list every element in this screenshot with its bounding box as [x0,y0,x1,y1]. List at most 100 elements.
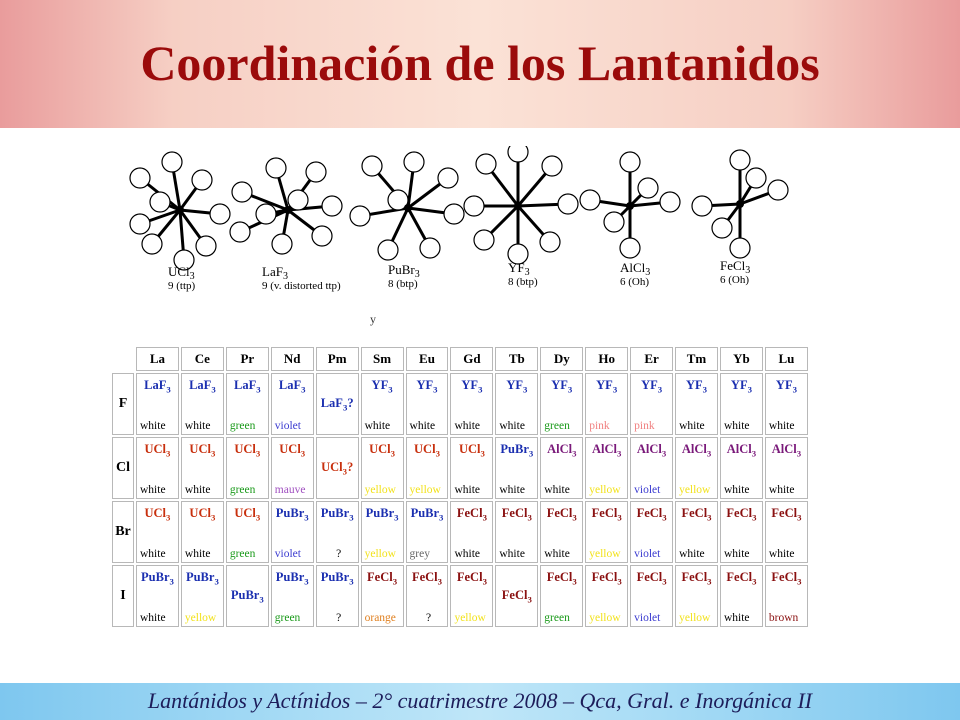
compound-colour: white [140,548,166,560]
metal-atom [514,202,522,210]
table-cell: YF3 green [540,373,584,435]
structure-type: YF3 [506,378,528,395]
footer-bar: Lantánidos y Actínidos – 2° cuatrimestre… [0,683,960,720]
table-cell: YF3 white [495,373,539,435]
table-cell: AlCl3 yellow [675,437,718,499]
ligand-atom [767,179,789,201]
table-cell: FeCl3 violet [630,501,674,563]
table-cell: UCl3 white [180,437,224,499]
compound-colour: violet [634,548,661,560]
metal-atom [176,206,184,214]
compound-colour: violet [634,484,661,496]
ligand-atom [271,233,293,255]
compound-colour: green [544,420,570,432]
ligand-atom [129,167,151,189]
ligand-atom [539,231,561,253]
structure-type: FeCl3 [501,588,532,605]
compound-colour: white [723,484,750,496]
structure-type: AlCl3 [547,442,577,459]
table-cell: YF3 pink [585,373,629,435]
halide-label: I [112,565,134,627]
ligand-atom [191,169,213,191]
table-cell: UCl3 yellow [360,437,404,499]
structure-formula: PuBr3 [388,262,420,280]
structure-type: YF3 [686,378,708,395]
structure-type: AlCl3 [636,442,667,459]
table-cell: FeCl3 white [540,501,584,563]
compound-colour: white [679,548,705,560]
structure-formula: FeCl3 [720,258,750,276]
compound-colour: white [184,548,211,560]
ligand-atom [691,195,713,217]
ligand-atom [149,191,171,213]
structure-type: UCl3 [189,442,216,459]
table-header-row: La Ce Pr Nd Pm Sm Eu Gd Tb Dy Ho Er Tm Yb Lu [112,347,808,371]
ligand-atom [361,155,383,177]
ligand-atom [195,235,217,257]
compound-colour: white [454,420,481,432]
table-cell: LaF3 violet [270,373,314,435]
compound-colour: white [768,548,795,560]
table-cell: FeCl3 yellow [585,565,629,627]
table-cell: UCl3 white [136,501,179,563]
ligand-atom [349,205,371,227]
structure-type: UCl3 [144,506,171,523]
structure-type: FeCl3 [591,570,622,587]
compound-colour: white [140,420,166,432]
compound-colour: white [140,612,166,624]
structure-coordination: 8 (btp) [388,278,418,290]
metal-atom [404,204,412,212]
table-cell: FeCl3 green [540,565,584,627]
compound-colour: yellow [409,484,441,496]
compound-colour: white [364,420,391,432]
compound-colour: yellow [679,612,711,624]
table-cell: YF3 white [719,373,763,435]
structure-coordination: 6 (Oh) [720,274,749,286]
structure-type: YF3 [596,378,618,395]
halide-label: F [112,373,134,435]
table-cell: PuBr3 white [136,565,179,627]
structure-type: YF3 [416,378,438,395]
structure-type: UCl3 [414,442,440,459]
ligand-atom [507,146,529,163]
ligand-atom [711,217,733,239]
ligand-atom [129,213,151,235]
ligand-atom [265,157,287,179]
table-cell: FeCl3 brown [764,565,808,627]
ligand-atom [377,239,399,261]
structure-type: PuBr3 [500,442,534,459]
ligand-atom [229,221,251,243]
ligand-atom [209,203,231,225]
table-cell: YF3 pink [630,373,674,435]
compound-colour: white [768,420,795,432]
ligand-atom [557,193,579,215]
ligand-atom [579,189,601,211]
structure-type: UCl3 [189,506,216,523]
structure-formula: UCl3 [168,264,195,282]
structure-type: PuBr3 [275,506,309,523]
structure-type: LaF3 [189,378,216,395]
ligand-atom [619,151,641,173]
compound-colour: yellow [589,548,621,560]
halide-label: Br [112,501,134,563]
structure-type: AlCl3 [591,442,622,459]
table-cell: PuBr3 yellow [180,565,224,627]
compound-colour: white [679,420,705,432]
element-header: Pr [225,347,269,371]
ligand-atom [637,177,659,199]
element-header: Gd [450,347,494,371]
table-cell: UCl3 green [225,501,269,563]
compound-colour: green [229,420,256,432]
element-header: Dy [540,347,584,371]
compound-colour: yellow [454,612,486,624]
ligand-atom [311,225,333,247]
ligand-atom [729,149,751,171]
table-cell: PuBr3 green [270,565,314,627]
structure-type: PuBr3 [410,506,444,523]
structure-type: PuBr3 [185,570,219,587]
table-cell: AlCl3 yellow [585,437,629,499]
ligand-atom [473,229,495,251]
